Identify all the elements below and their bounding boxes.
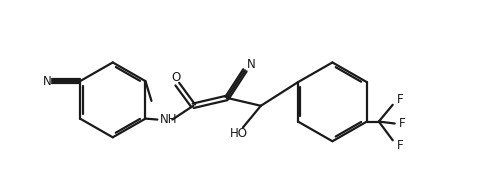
Text: HO: HO [230,127,248,140]
Text: N: N [42,75,51,88]
Text: F: F [399,117,405,130]
Text: F: F [397,93,403,106]
Text: O: O [172,71,181,84]
Text: N: N [247,58,256,71]
Text: F: F [397,139,403,152]
Text: NH: NH [159,113,177,126]
